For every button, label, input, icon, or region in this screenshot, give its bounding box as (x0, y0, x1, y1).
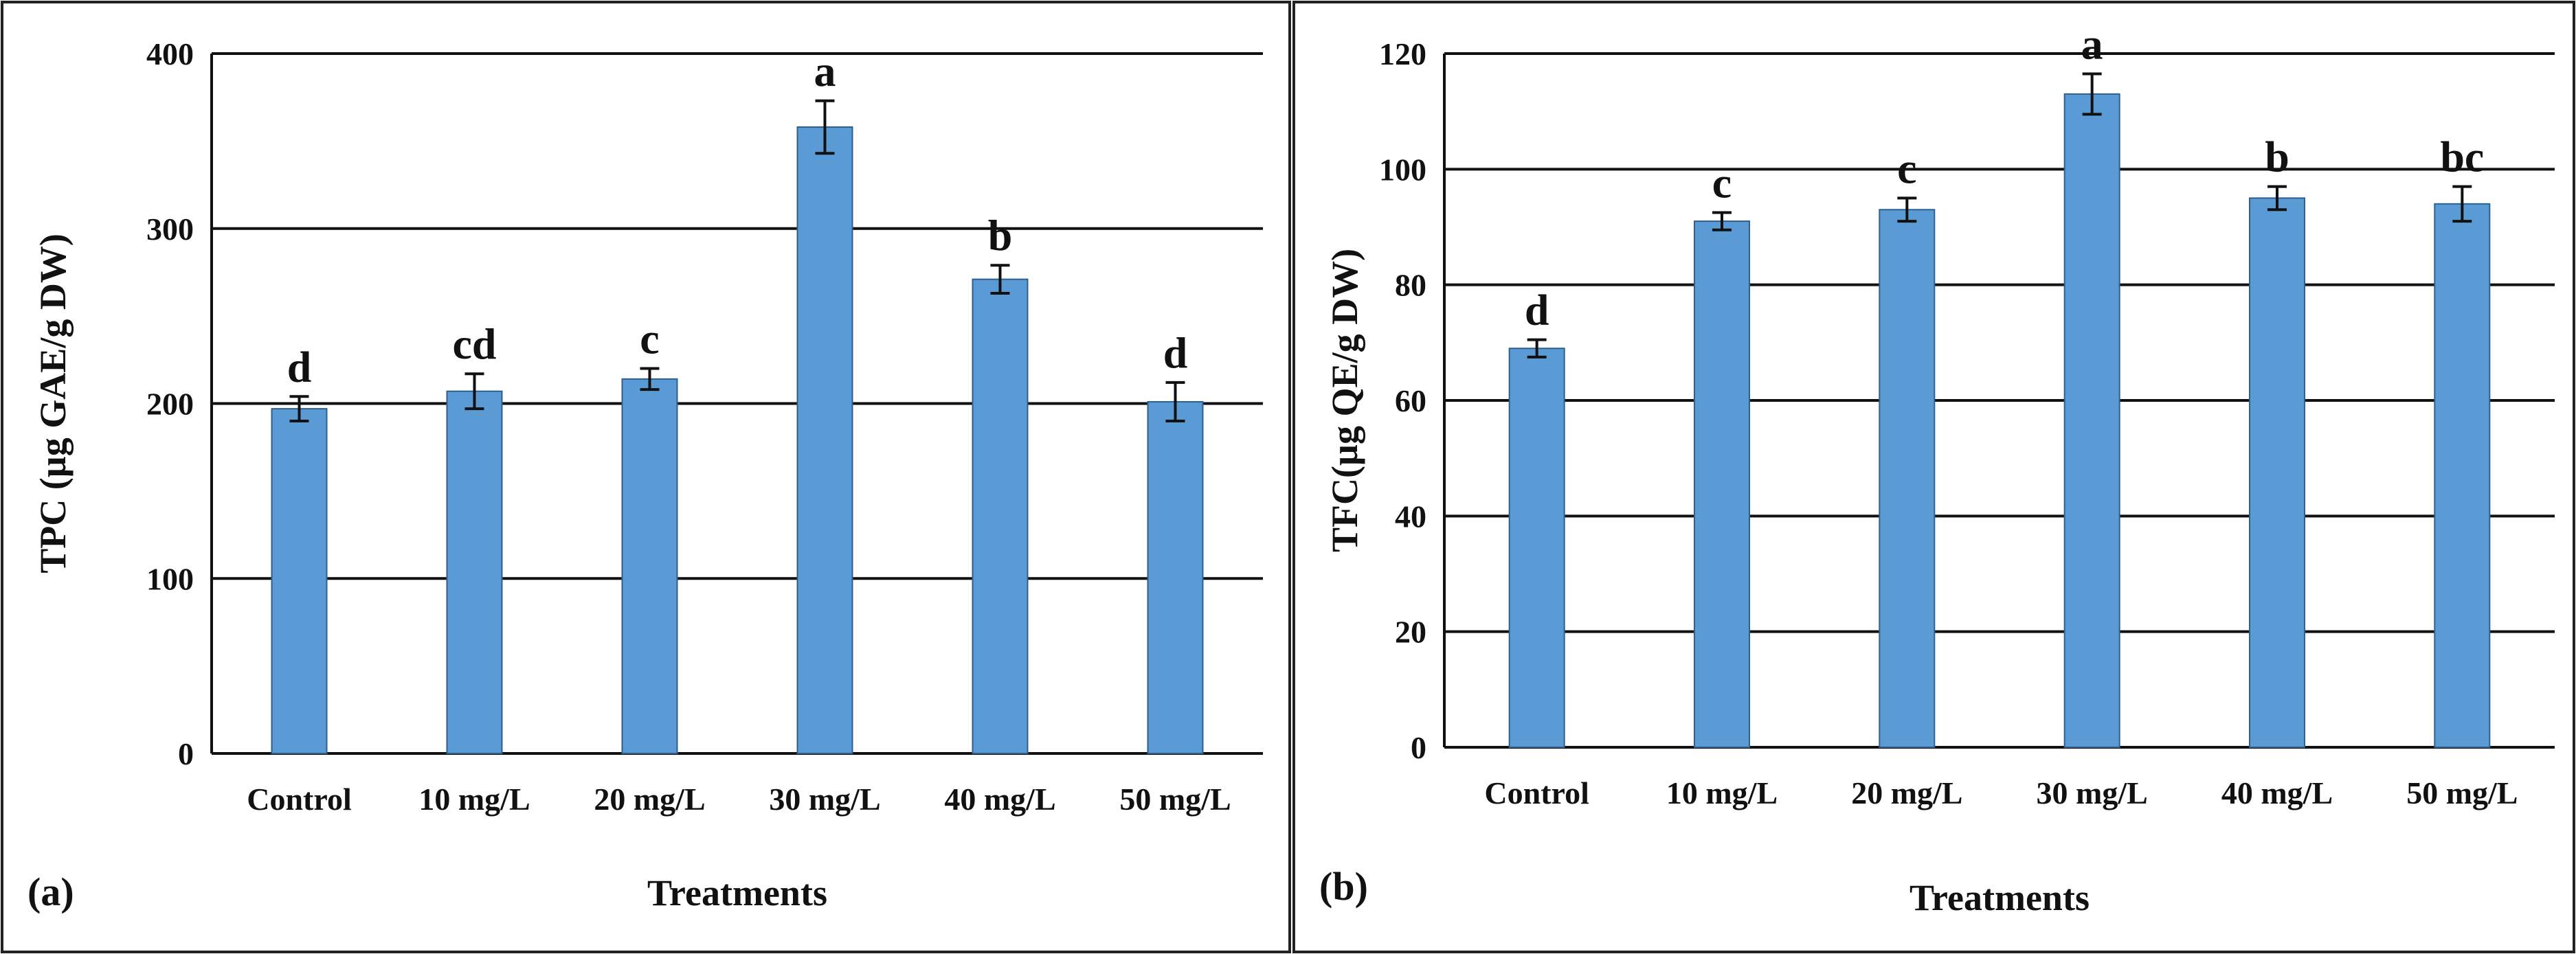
x-tick-label: 50 mg/L (1119, 782, 1231, 817)
bar (446, 390, 503, 754)
chart-border (1, 1, 1291, 953)
x-tick-label: 10 mg/L (1666, 775, 1778, 810)
x-tick-label: 20 mg/L (1851, 775, 1962, 810)
significance-label: bc (2440, 133, 2484, 181)
y-tick-label: 400 (146, 36, 194, 71)
panel-label: (b) (1319, 864, 1368, 909)
bar (2434, 203, 2491, 749)
chart-panel-b: 0 20 40 60 80 100 120 d Control c 10 mg/L c 20 mg/L a… (1292, 0, 2576, 954)
bar (2063, 93, 2120, 748)
y-tick-label: 100 (1379, 152, 1426, 187)
y-tick-label: 100 (146, 561, 194, 596)
bar (972, 278, 1029, 754)
bar (621, 378, 678, 754)
x-axis-title: Treatments (647, 872, 827, 913)
significance-label: a (2081, 19, 2103, 68)
y-tick-label: 200 (146, 387, 194, 422)
significance-label: c (1712, 158, 1732, 207)
tpc-chart: 0 100 200 300 400 d Control cd 10 mg/L c 20 mg/L a 3… (1, 1, 1291, 953)
significance-label: d (1163, 328, 1188, 377)
y-tick-label: 300 (146, 212, 194, 247)
y-tick-label: 0 (1411, 730, 1426, 765)
y-tick-label: 20 (1395, 615, 1426, 650)
x-tick-label: 50 mg/L (2406, 775, 2518, 810)
bar (1694, 220, 1750, 749)
x-axis-title: Treatments (1909, 877, 2090, 918)
x-tick-label: Control (1484, 775, 1589, 810)
significance-label: d (1525, 286, 1549, 334)
x-tick-label: 30 mg/L (2037, 775, 2148, 810)
y-axis-title: TPC (µg GAE/g DW) (32, 234, 74, 573)
chart-border (1292, 1, 2575, 953)
bar (1879, 209, 1936, 748)
chart-panel-a: 0 100 200 300 400 d Control cd 10 mg/L c 20 mg/L a 3… (1, 1, 1291, 953)
bar (796, 126, 853, 754)
x-tick-label: 40 mg/L (2221, 775, 2333, 810)
y-tick-label: 80 (1395, 268, 1426, 303)
significance-label: cd (453, 319, 497, 368)
x-tick-label: 20 mg/L (594, 782, 705, 817)
y-axis-title: TFC(µg QE/g DW) (1324, 249, 1365, 552)
significance-label: c (640, 315, 659, 363)
y-tick-label: 40 (1395, 499, 1426, 534)
bar (271, 408, 328, 755)
significance-label: b (2265, 133, 2289, 181)
x-tick-label: Control (247, 782, 352, 817)
bar (2249, 197, 2305, 748)
y-tick-label: 0 (178, 736, 194, 771)
significance-label: d (287, 342, 312, 391)
significance-label: a (814, 47, 836, 95)
panel-label: (a) (27, 870, 74, 914)
y-tick-label: 60 (1395, 383, 1426, 418)
significance-label: b (988, 211, 1013, 260)
significance-label: c (1897, 144, 1916, 192)
bar (1147, 400, 1204, 754)
x-tick-label: 40 mg/L (944, 782, 1055, 817)
bar (1508, 348, 1565, 748)
y-tick-label: 120 (1379, 36, 1426, 71)
x-tick-label: 10 mg/L (418, 782, 530, 817)
tfc-chart: 0 20 40 60 80 100 120 d Control c 10 mg/L c 20 mg/L a… (1292, 1, 2575, 953)
x-tick-label: 30 mg/L (769, 782, 880, 817)
